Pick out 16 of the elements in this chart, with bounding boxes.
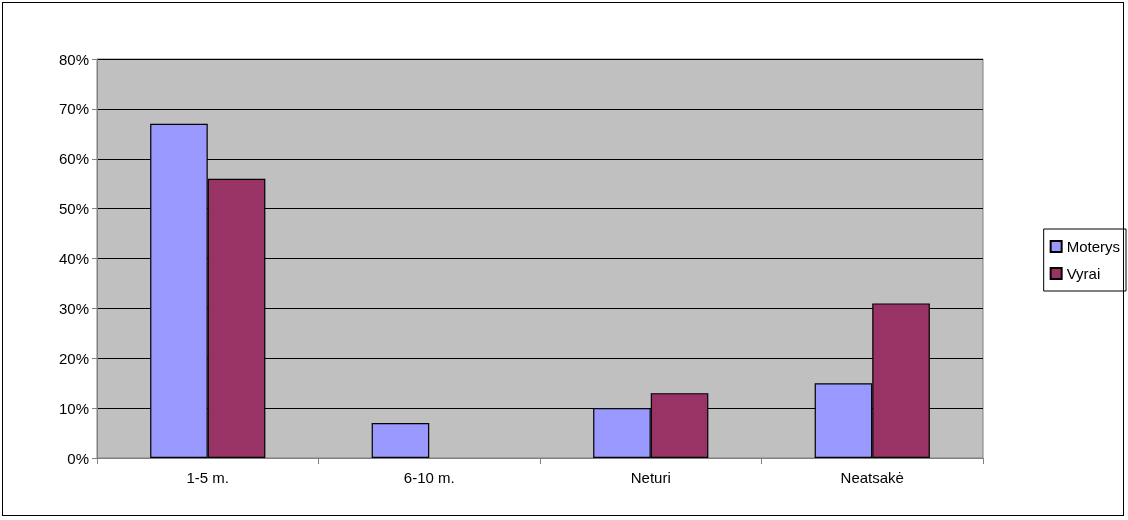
x-tick-label: 6-10 m.: [403, 469, 455, 486]
x-tick-label: 1-5 m.: [186, 469, 230, 486]
y-tick-label: 30%: [58, 299, 89, 317]
y-tick-label: 70%: [58, 100, 89, 118]
x-tick-label: Neturi: [630, 469, 671, 486]
y-tick-label: 0%: [67, 449, 89, 467]
legend-label: Vyrai: [1066, 265, 1101, 282]
y-tick-label: 80%: [58, 50, 89, 68]
y-tick-label: 50%: [58, 200, 89, 218]
y-tick-label: 10%: [58, 399, 89, 417]
y-tick-label: 20%: [58, 349, 89, 367]
bar: [371, 423, 430, 458]
y-tick-label: 40%: [58, 250, 89, 267]
x-tick-label: Neatsakė: [840, 469, 904, 486]
y-tick-label: 60%: [58, 150, 89, 168]
legend-label: Moterys: [1066, 238, 1120, 255]
